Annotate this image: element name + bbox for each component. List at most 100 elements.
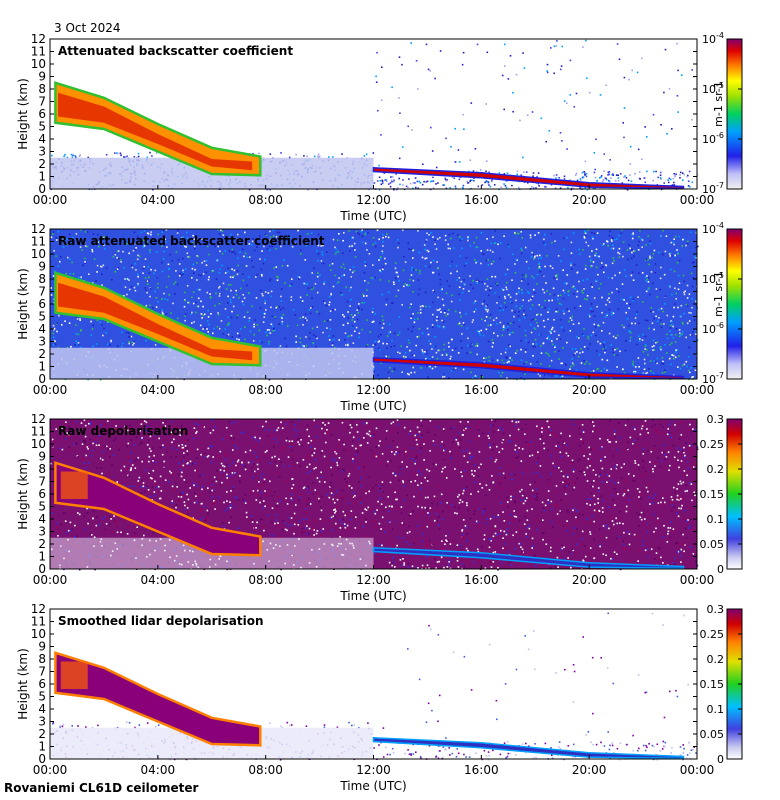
noise-speck [595,266,598,269]
noise-speck [224,250,227,252]
noise-speck [258,423,261,426]
noise-speck [316,311,318,313]
noise-speck [667,181,670,184]
noise-speck [478,280,481,283]
noise-speck [106,267,108,269]
noise-speck [95,280,97,282]
noise-speck [486,304,488,306]
noise-speck [84,441,86,444]
x-tick-label: 08:00 [248,193,283,207]
noise-speck [139,442,141,445]
noise-speck [479,333,481,336]
noise-speck [543,241,545,244]
noise-speck [180,274,183,277]
noise-speck [443,566,445,569]
noise-speck [242,294,244,296]
noise-speck [76,343,79,345]
noise-speck [146,156,149,159]
noise-speck [592,430,594,433]
noise-speck [329,310,332,312]
noise-speck [671,255,673,257]
noise-speck [642,540,644,543]
noise-speck [327,430,330,433]
noise-speck [449,265,451,267]
noise-speck [499,257,501,260]
noise-speck [439,283,442,286]
noise-speck [683,173,686,176]
noise-speck [207,278,210,281]
cloud-layer [54,81,262,177]
noise-speck [278,241,280,243]
noise-speck [58,530,60,533]
noise-speck [382,268,384,270]
noise-speck [169,253,171,256]
noise-speck [653,317,655,320]
noise-speck [134,248,136,251]
noise-speck [666,337,669,340]
noise-speck [388,445,391,448]
noise-speck [73,443,75,446]
noise-speck [208,333,210,336]
noise-speck [157,282,159,285]
noise-speck [503,183,505,185]
noise-speck [412,279,415,282]
noise-speck [455,187,457,189]
noise-speck [115,428,118,431]
noise-speck [341,275,343,277]
noise-speck [317,233,320,236]
noise-speck [491,345,494,348]
noise-speck [488,294,490,297]
noise-speck [328,295,331,298]
noise-speck [584,268,587,270]
noise-speck [672,465,675,467]
noise-speck [155,434,157,436]
noise-speck [445,314,447,317]
noise-speck [174,281,177,283]
noise-speck [525,361,528,363]
noise-speck [524,246,527,249]
noise-speck [272,325,274,328]
noise-speck [103,244,105,246]
noise-speck [545,140,547,143]
noise-speck [343,315,345,318]
noise-speck [458,322,461,325]
noise-speck [513,321,515,324]
noise-speck [526,509,529,512]
noise-speck [79,246,82,248]
noise-speck [82,458,85,461]
noise-speck [461,347,463,349]
noise-speck [77,343,80,346]
noise-speck [557,294,559,297]
noise-speck [691,181,694,184]
noise-speck [443,458,446,461]
noise-speck [70,153,73,156]
noise-speck [629,247,631,250]
noise-speck [162,313,164,315]
noise-speck [331,342,334,345]
noise-speck [537,267,540,270]
noise-speck [585,264,587,267]
noise-speck [424,248,426,251]
noise-speck [301,531,304,533]
noise-speck [177,499,180,501]
noise-speck [224,308,227,310]
noise-speck [187,256,189,258]
noise-speck [388,280,390,282]
noise-speck [366,344,369,346]
noise-speck [472,287,474,290]
noise-speck [470,371,472,374]
noise-speck [336,282,339,284]
noise-speck [330,466,332,469]
noise-speck [674,287,676,290]
noise-speck [329,517,332,519]
noise-speck [680,74,683,76]
noise-speck [412,249,414,252]
noise-speck [590,303,593,305]
noise-speck [672,529,675,532]
noise-speck [379,543,381,546]
noise-speck [629,339,631,342]
noise-speck [211,480,213,483]
noise-speck [84,245,87,247]
noise-speck [587,347,589,350]
noise-speck [164,238,166,241]
